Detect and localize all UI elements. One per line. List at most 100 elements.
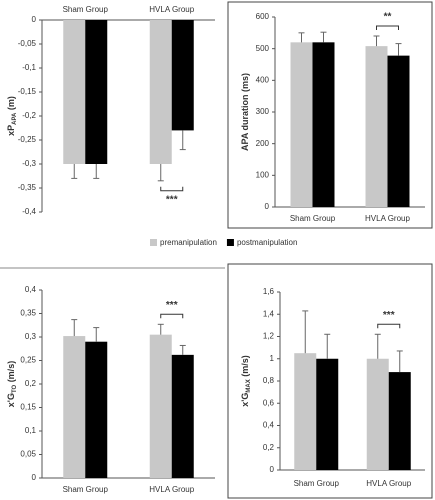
annotation: *** bbox=[383, 310, 395, 321]
bar bbox=[388, 372, 411, 470]
y-axis-label-part: (m/s) bbox=[6, 361, 16, 385]
bar bbox=[149, 20, 172, 164]
panel-border bbox=[227, 263, 433, 499]
y-axis-label-part: (m) bbox=[6, 96, 16, 113]
y-axis-label: x'GMAX (m/s) bbox=[240, 355, 251, 407]
y-tick-label: -0,25 bbox=[18, 135, 37, 144]
y-tick-label: 0,6 bbox=[263, 398, 275, 407]
legend-label: premanipulation bbox=[160, 238, 217, 247]
significance-bracket bbox=[160, 186, 184, 192]
error-bar bbox=[157, 164, 164, 182]
y-axis-label-part: x'G bbox=[240, 393, 250, 407]
y-axis-label-part: xP bbox=[6, 125, 16, 136]
y-tick-label: 0,15 bbox=[20, 403, 36, 412]
y-tick-label: 100 bbox=[256, 170, 270, 179]
bar bbox=[387, 55, 410, 208]
x-tick-label: HVLA Group bbox=[366, 479, 411, 488]
y-tick-label: 0 bbox=[265, 202, 270, 211]
bar bbox=[290, 42, 313, 208]
y-axis-label-part: x'G bbox=[6, 393, 16, 407]
y-tick-label: 0,2 bbox=[263, 443, 275, 452]
y-tick-label: 1,6 bbox=[263, 287, 275, 296]
significance-bracket bbox=[376, 25, 399, 30]
x-tick-label: HVLA Group bbox=[365, 214, 410, 223]
bar bbox=[294, 353, 317, 470]
x-tick-label: HVLA Group bbox=[149, 485, 194, 494]
annotation: *** bbox=[166, 300, 178, 311]
panel-border bbox=[227, 1, 433, 229]
significance-bracket bbox=[377, 323, 401, 329]
y-axis-label-part: MAX bbox=[246, 379, 252, 392]
y-tick-label: -0,3 bbox=[22, 159, 36, 168]
y-axis-label: xPAPA (m) bbox=[6, 96, 17, 136]
y-tick-label: 1 bbox=[270, 354, 275, 363]
significance-bracket bbox=[160, 313, 184, 319]
y-tick-label: 500 bbox=[256, 44, 270, 53]
y-tick-label: 0,8 bbox=[263, 376, 275, 385]
y-tick-label: -0,2 bbox=[22, 111, 36, 120]
error-bar bbox=[320, 31, 327, 43]
bar bbox=[171, 354, 194, 478]
y-tick-label: -0,4 bbox=[22, 207, 36, 216]
annotation: ** bbox=[384, 12, 392, 23]
bar bbox=[85, 20, 108, 164]
bar bbox=[366, 358, 389, 470]
y-tick-label: 0,2 bbox=[25, 379, 37, 388]
error-bar bbox=[324, 333, 331, 359]
bar bbox=[63, 336, 86, 478]
y-tick-label: 0,4 bbox=[25, 285, 37, 294]
y-tick-label: 0,35 bbox=[20, 309, 36, 318]
y-tick-label: -0,05 bbox=[18, 39, 37, 48]
y-axis-label-part: APA duration (ms) bbox=[240, 73, 250, 151]
x-tick-label: HVLA Group bbox=[149, 5, 194, 14]
error-bar bbox=[396, 350, 403, 373]
x-tick-label: Sham Group bbox=[63, 485, 109, 494]
y-tick-label: 200 bbox=[256, 139, 270, 148]
annotation: *** bbox=[166, 194, 178, 205]
error-bar bbox=[395, 43, 402, 56]
error-bar bbox=[93, 327, 100, 342]
x-tick-label: Sham Group bbox=[290, 214, 336, 223]
bar bbox=[171, 20, 194, 131]
y-tick-label: 400 bbox=[256, 75, 270, 84]
y-tick-label: -0,15 bbox=[18, 87, 37, 96]
error-bar bbox=[298, 32, 305, 43]
legend-label: postmanipulation bbox=[237, 238, 297, 247]
y-tick-label: -0,35 bbox=[18, 183, 37, 192]
x-tick-label: Sham Group bbox=[63, 5, 109, 14]
y-tick-label: 1,4 bbox=[263, 309, 275, 318]
bar bbox=[149, 334, 172, 478]
error-bar bbox=[157, 323, 164, 335]
y-tick-label: 0,3 bbox=[25, 332, 37, 341]
y-tick-label: 1,2 bbox=[263, 332, 275, 341]
bar bbox=[365, 46, 388, 208]
y-tick-label: 0 bbox=[32, 15, 37, 24]
y-tick-label: -0,1 bbox=[22, 63, 36, 72]
bar bbox=[63, 20, 86, 164]
legend-swatch bbox=[150, 239, 157, 246]
error-bar bbox=[374, 333, 381, 359]
y-tick-label: 300 bbox=[256, 107, 270, 116]
error-bar bbox=[93, 164, 100, 179]
error-bar bbox=[71, 319, 78, 337]
y-tick-label: 0,4 bbox=[263, 421, 275, 430]
y-tick-label: 0,05 bbox=[20, 450, 36, 459]
y-axis-label-part: APA bbox=[12, 112, 18, 125]
y-tick-label: 600 bbox=[256, 12, 270, 21]
x-tick-label: Sham Group bbox=[294, 479, 340, 488]
y-axis-label: x'GTO (m/s) bbox=[6, 361, 17, 407]
y-tick-label: 0,1 bbox=[25, 426, 37, 435]
error-bar bbox=[71, 164, 78, 179]
y-axis-label: APA duration (ms) bbox=[240, 73, 250, 151]
y-tick-label: 0,25 bbox=[20, 356, 36, 365]
y-tick-label: 0 bbox=[270, 465, 275, 474]
bar bbox=[312, 42, 335, 208]
error-bar bbox=[373, 35, 380, 47]
y-tick-label: 0 bbox=[32, 473, 37, 482]
error-bar bbox=[179, 344, 186, 355]
bar bbox=[316, 358, 339, 470]
y-axis-label-part: TO bbox=[12, 384, 18, 393]
y-axis-label-part: (m/s) bbox=[240, 355, 250, 379]
legend-swatch bbox=[226, 239, 234, 246]
